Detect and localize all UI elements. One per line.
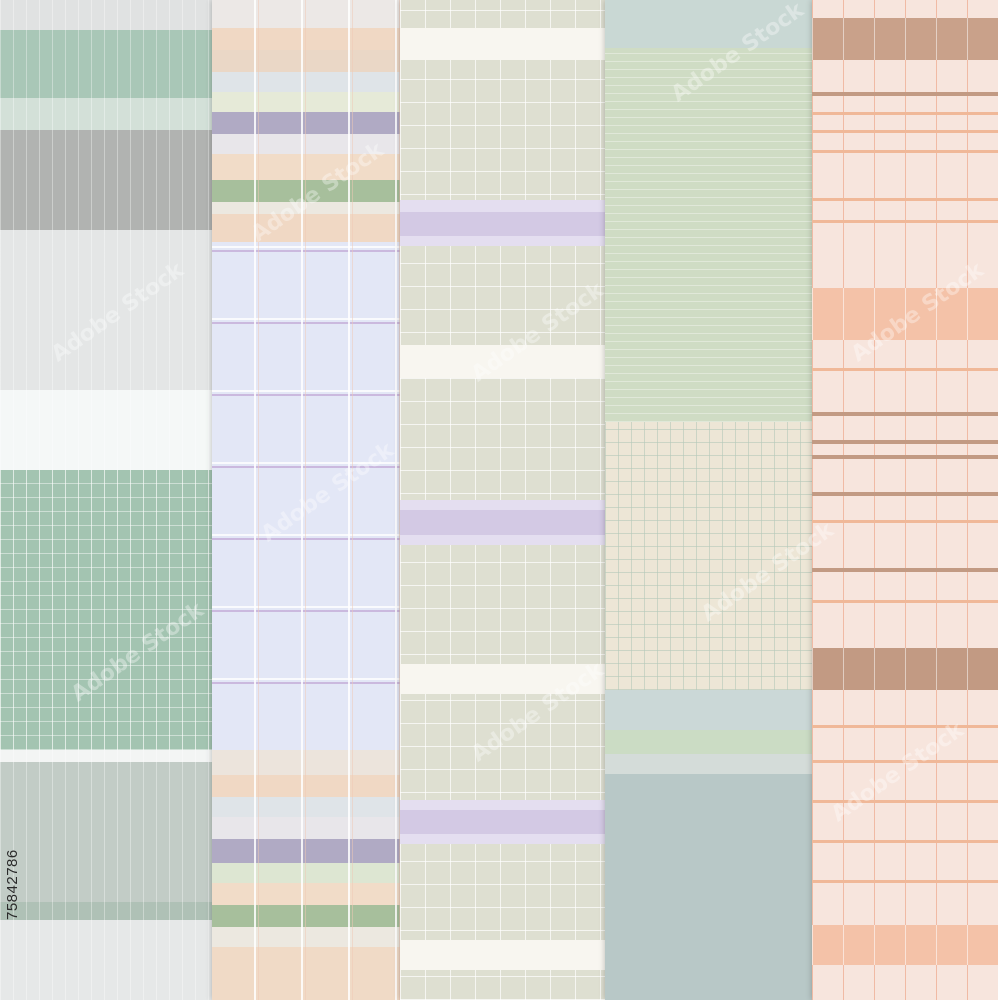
pattern-strip-1 (0, 0, 212, 1000)
stock-id-label: 75842786 (4, 849, 21, 920)
pattern-strip-4 (605, 0, 812, 1000)
pattern-strip-5 (812, 0, 998, 1000)
pattern-strip-2 (212, 0, 400, 1000)
pattern-strip-3 (400, 0, 605, 1000)
